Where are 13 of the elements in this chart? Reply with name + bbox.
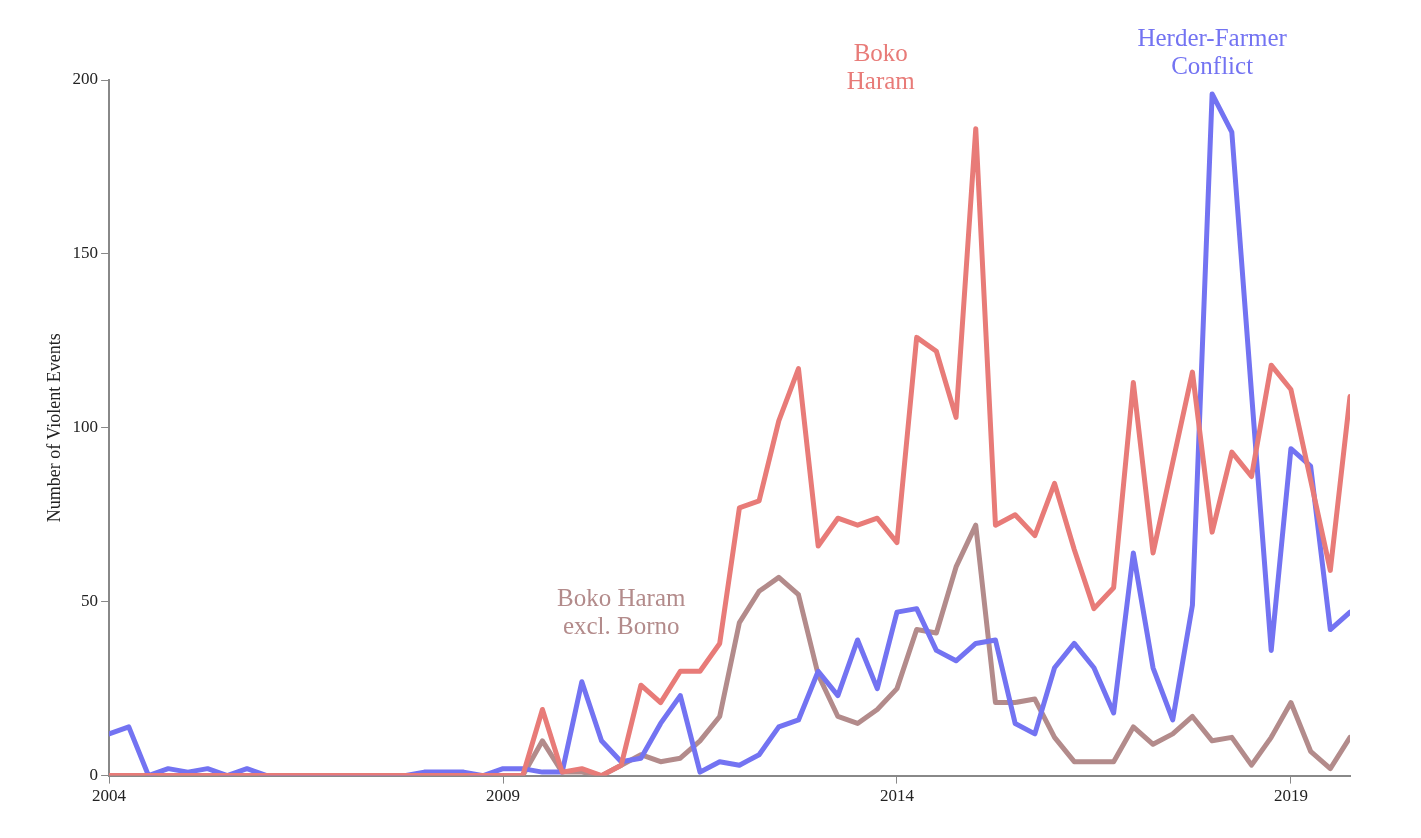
y-tick-label: 100 <box>72 417 99 437</box>
y-tick-label: 200 <box>72 69 99 89</box>
x-tick-label: 2009 <box>486 786 521 806</box>
series-label: Boko Haram excl. Borno <box>556 584 686 640</box>
x-tick-label: 2019 <box>1273 786 1308 806</box>
y-axis-title: Number of Violent Events <box>43 333 64 523</box>
y-tick-label: 50 <box>81 591 99 611</box>
x-tick-label: 2014 <box>879 786 915 806</box>
text: Boko Haram <box>846 38 916 94</box>
series-label: Herder-Farmer Conflict <box>1137 23 1288 79</box>
x-tick-label: 2004 <box>92 786 127 806</box>
y-tick-label: 150 <box>72 243 99 263</box>
y-tick-label: 0 <box>89 765 99 785</box>
